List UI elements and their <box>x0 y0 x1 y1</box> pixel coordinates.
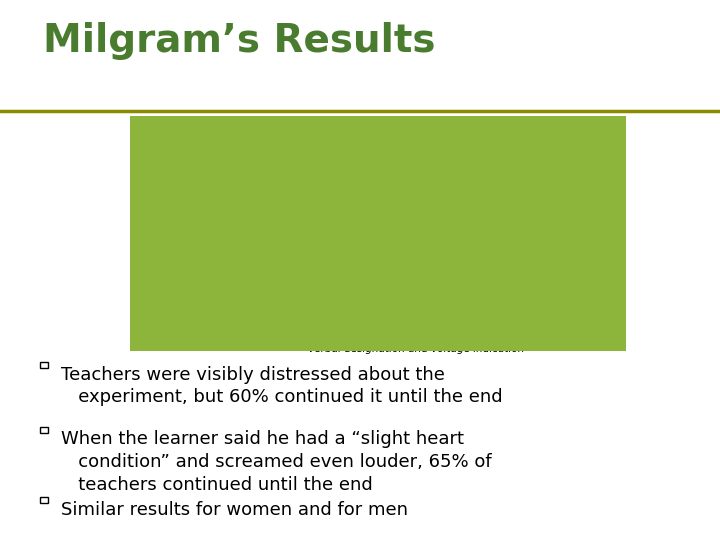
X-axis label: Verbal designation and voltage indication: Verbal designation and voltage indicatio… <box>307 344 524 354</box>
Title: Distribution of Breakoff Points: Distribution of Breakoff Points <box>301 129 531 142</box>
Y-axis label: Number of subjects for
whom this was maximum
shock: Number of subjects for whom this was max… <box>168 173 198 289</box>
Text: When the learner said he had a “slight heart
   condition” and screamed even lou: When the learner said he had a “slight h… <box>61 430 492 494</box>
Text: Milgram’s Results: Milgram’s Results <box>43 22 436 59</box>
Text: Teachers were visibly distressed about the
   experiment, but 60% continued it u: Teachers were visibly distressed about t… <box>61 366 503 407</box>
Text: Similar results for women and for men: Similar results for women and for men <box>61 501 408 518</box>
